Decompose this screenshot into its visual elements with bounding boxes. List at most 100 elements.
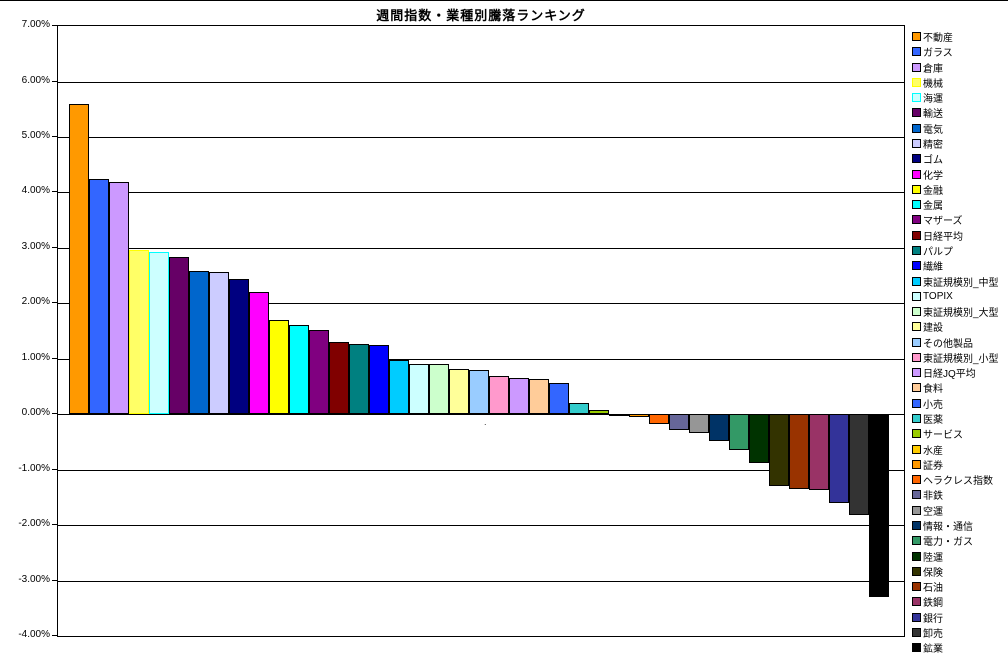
legend-item: 卸売	[912, 625, 943, 640]
legend-label: 建設	[923, 323, 943, 335]
y-tick-mark	[52, 135, 57, 137]
y-tick-mark	[52, 468, 57, 470]
y-tick-mark	[52, 246, 57, 248]
legend-label: 鉄鋼	[923, 598, 943, 610]
y-tick-mark	[52, 191, 57, 193]
legend-label: 保険	[923, 567, 943, 579]
bar-空運	[689, 414, 709, 434]
gridline	[58, 136, 904, 138]
legend-color-marker	[912, 47, 921, 57]
bar-水産	[609, 414, 629, 417]
gridline	[58, 247, 904, 249]
legend-item: ゴム	[912, 151, 943, 166]
top-border	[0, 0, 1008, 1]
legend-item: 鉄鋼	[912, 594, 943, 609]
legend-color-marker	[912, 230, 921, 240]
y-tick-mark	[52, 413, 57, 415]
bar-小売	[549, 382, 569, 415]
legend-label: その他製品	[923, 338, 973, 350]
legend-color-marker	[912, 169, 921, 179]
legend-item: TOPIX	[912, 289, 953, 304]
bar-東証規模別_中型	[389, 359, 409, 415]
legend-color-marker	[912, 322, 921, 332]
legend-color-marker	[912, 276, 921, 286]
legend-color-marker	[912, 123, 921, 133]
y-tick-label: -3.00%	[18, 573, 50, 585]
legend-color-marker	[912, 521, 921, 530]
legend-label: パルプ	[923, 246, 953, 258]
gridline	[58, 192, 904, 194]
legend-item: 保険	[912, 564, 943, 579]
legend-label: 日経JQ平均	[923, 369, 976, 381]
y-tick-label: 0.00%	[21, 407, 50, 419]
legend-color-marker	[912, 398, 921, 408]
legend-label: ヘラクレス指数	[923, 476, 993, 488]
bar-証券	[629, 414, 649, 418]
legend-label: 水産	[923, 445, 943, 457]
legend-label: 精密	[923, 140, 943, 151]
legend-color-marker	[912, 139, 921, 148]
legend-item: 食料	[912, 380, 943, 395]
legend-color-marker	[912, 490, 921, 500]
legend-label: 繊維	[923, 262, 943, 274]
gridline	[58, 358, 904, 360]
legend-color-marker	[912, 459, 921, 469]
legend-item: 繊維	[912, 258, 943, 273]
legend-item: 東証規模別_中型	[912, 274, 999, 289]
legend-label: 不動産	[923, 33, 953, 44]
legend-label: 電力・ガス	[923, 537, 973, 549]
gridline	[58, 525, 904, 527]
category-axis-marker: .	[484, 417, 487, 427]
bar-精密	[209, 272, 229, 415]
y-tick-mark	[52, 357, 57, 359]
legend-label: サービス	[923, 430, 963, 442]
legend-color-marker	[912, 627, 921, 637]
legend-color-marker	[912, 368, 921, 378]
legend-color-marker	[912, 475, 921, 485]
legend-label: 空運	[923, 506, 943, 518]
legend-item: 化学	[912, 167, 943, 182]
legend-label: 輸送	[923, 109, 943, 121]
bar-輸送	[169, 257, 189, 415]
bar-その他製品	[469, 370, 489, 415]
legend-item: 倉庫	[912, 60, 943, 75]
y-tick-mark	[52, 524, 57, 526]
gridline	[58, 303, 904, 305]
legend-item: 非鉄	[912, 487, 943, 502]
legend-item: 医薬	[912, 411, 943, 426]
legend-color-marker	[912, 383, 921, 393]
legend-label: 小売	[923, 399, 943, 411]
legend-color-marker	[912, 505, 921, 515]
legend-color-marker	[912, 154, 921, 164]
gridline	[58, 580, 904, 582]
legend-color-marker	[912, 566, 921, 576]
legend-color-marker	[912, 551, 921, 561]
legend-color-marker	[912, 429, 921, 439]
bar-鉄鋼	[809, 414, 829, 491]
legend-color-marker	[912, 200, 921, 210]
y-tick-mark	[52, 25, 57, 26]
bar-情報・通信	[709, 414, 729, 441]
legend-item: 東証規模別_大型	[912, 304, 999, 319]
bar-パルプ	[349, 343, 369, 415]
legend-label: 電気	[923, 124, 943, 136]
legend-color-marker	[912, 582, 921, 592]
bar-金属	[289, 324, 309, 415]
legend-item: 精密	[912, 136, 943, 151]
bar-東証規模別_大型	[429, 364, 449, 415]
bar-鉱業	[869, 414, 889, 598]
y-tick-label: 2.00%	[21, 296, 50, 308]
bar-マザーズ	[309, 329, 329, 415]
bar-電気	[189, 271, 209, 415]
legend-label: TOPIX	[923, 290, 953, 302]
y-tick-label: 1.00%	[21, 351, 50, 363]
legend-label: マザーズ	[923, 216, 963, 228]
bar-金融	[269, 319, 289, 415]
legend-color-marker	[912, 597, 921, 607]
bar-陸運	[749, 414, 769, 463]
legend-item: 日経JQ平均	[912, 365, 976, 380]
chart-title: 週間指数・業種別騰落ランキング	[376, 8, 586, 23]
bar-電力・ガス	[729, 414, 749, 451]
legend-item: 建設	[912, 319, 943, 334]
bar-食料	[529, 379, 549, 415]
